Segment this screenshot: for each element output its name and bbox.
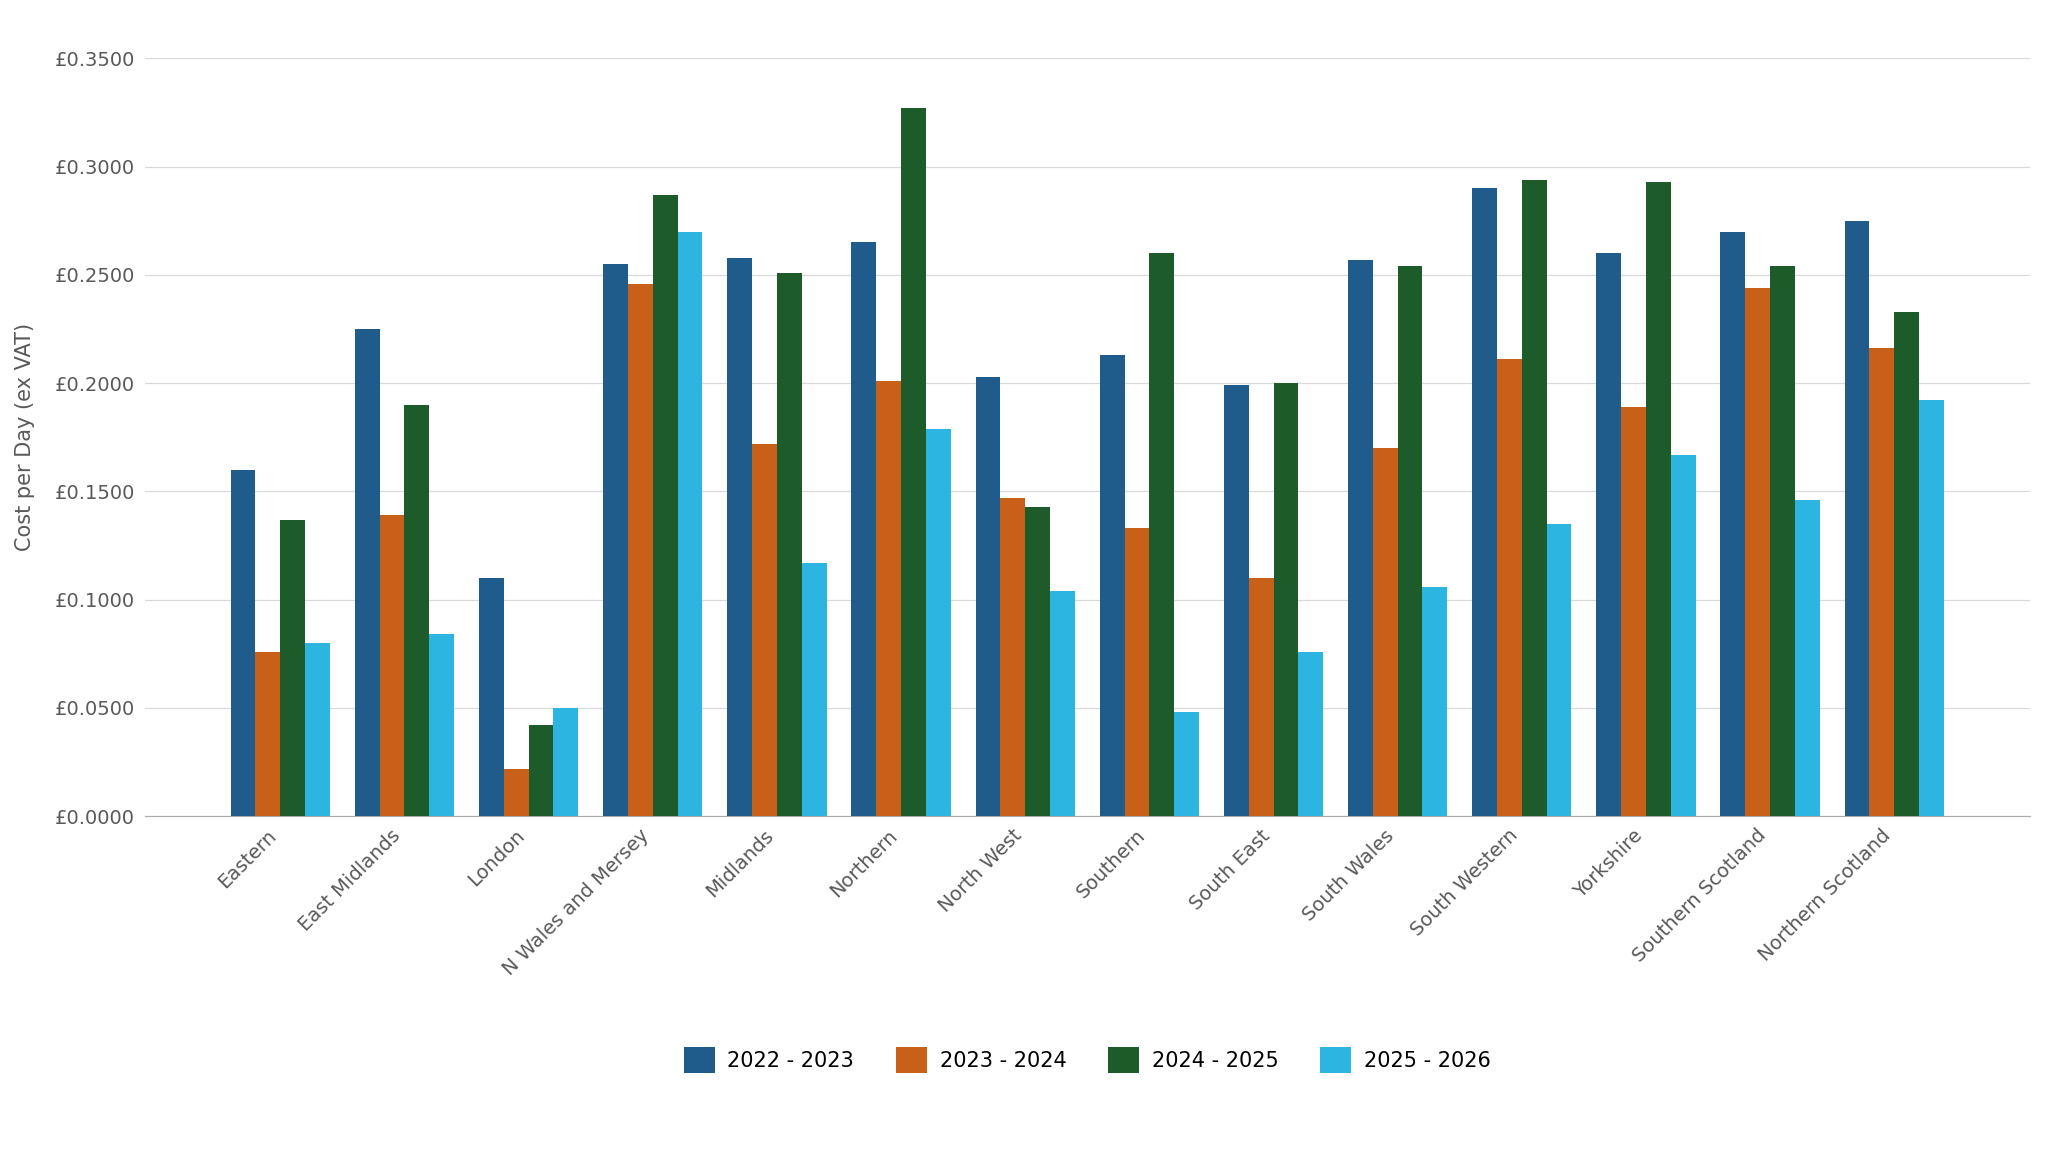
Bar <box>777 273 801 816</box>
Bar <box>1100 354 1125 816</box>
Bar <box>876 381 901 816</box>
Bar <box>1796 500 1820 816</box>
Bar <box>1025 506 1050 816</box>
Bar <box>1472 188 1497 816</box>
Bar <box>1050 591 1075 816</box>
Bar <box>1249 578 1274 816</box>
Bar <box>1299 652 1323 816</box>
Bar <box>1000 498 1025 816</box>
Bar <box>1771 266 1796 816</box>
Y-axis label: Cost per Day (ex VAT): Cost per Day (ex VAT) <box>14 323 35 552</box>
Bar <box>1671 455 1696 816</box>
Bar <box>603 264 628 816</box>
Bar <box>1522 180 1547 816</box>
Bar <box>503 768 528 816</box>
Bar <box>1373 448 1398 816</box>
Bar <box>528 725 553 816</box>
Bar <box>230 470 255 816</box>
Bar <box>404 405 429 816</box>
Bar <box>304 642 329 816</box>
Bar <box>901 108 926 816</box>
Bar <box>1497 359 1522 816</box>
Bar <box>628 283 652 816</box>
Bar <box>1174 712 1199 816</box>
Bar <box>1920 400 1945 816</box>
Bar <box>1348 260 1373 816</box>
Bar <box>379 515 404 816</box>
Bar <box>1125 528 1149 816</box>
Bar <box>975 377 1000 816</box>
Bar <box>280 520 304 816</box>
Bar <box>429 634 454 816</box>
Bar <box>727 258 752 816</box>
Bar <box>354 329 379 816</box>
Bar <box>851 243 876 816</box>
Bar <box>553 708 578 816</box>
Bar <box>1398 266 1423 816</box>
Bar <box>1622 407 1646 816</box>
Bar <box>1721 232 1746 816</box>
Bar <box>1149 253 1174 816</box>
Bar <box>677 232 702 816</box>
Bar <box>1870 349 1895 816</box>
Bar <box>1423 586 1448 816</box>
Bar <box>1224 385 1249 816</box>
Bar <box>1274 384 1299 816</box>
Bar <box>255 652 280 816</box>
Bar <box>1746 288 1771 816</box>
Bar <box>1845 220 1870 816</box>
Bar <box>652 195 677 816</box>
Bar <box>1597 253 1622 816</box>
Bar <box>478 578 503 816</box>
Bar <box>1547 524 1572 816</box>
Bar <box>752 444 777 816</box>
Bar <box>801 563 826 816</box>
Bar <box>926 429 951 816</box>
Bar <box>1895 311 1920 816</box>
Legend: 2022 - 2023, 2023 - 2024, 2024 - 2025, 2025 - 2026: 2022 - 2023, 2023 - 2024, 2024 - 2025, 2… <box>675 1039 1499 1081</box>
Bar <box>1646 182 1671 816</box>
